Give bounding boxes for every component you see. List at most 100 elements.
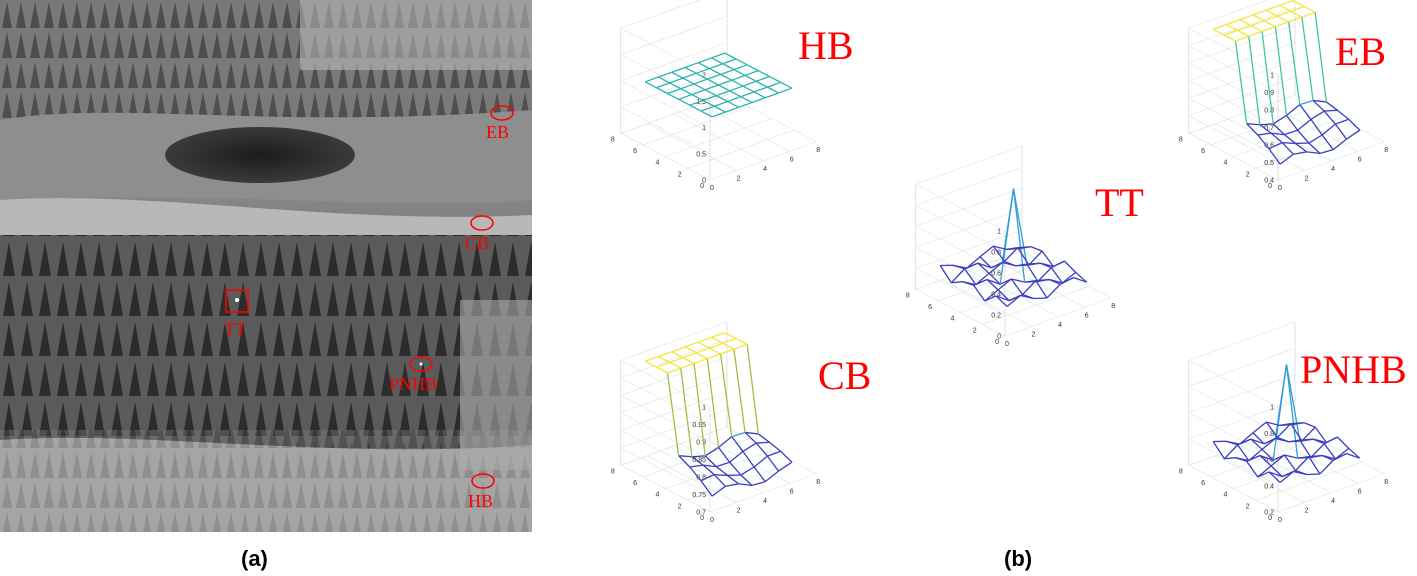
mesh-edge bbox=[1281, 469, 1296, 478]
mesh-edge bbox=[693, 363, 706, 456]
mesh-edge bbox=[1337, 436, 1350, 449]
pnhb-plot-label: PNHB bbox=[1300, 347, 1407, 392]
mesh-edge bbox=[1028, 262, 1041, 266]
mesh-edge bbox=[1279, 153, 1294, 165]
hb-plot-label: HB bbox=[798, 23, 854, 68]
pnhb-label: PNHB bbox=[389, 374, 437, 394]
z-tick: 0.4 bbox=[1264, 178, 1274, 185]
mesh-edge bbox=[1287, 21, 1301, 105]
mesh-edge bbox=[727, 100, 739, 108]
mesh-edge bbox=[979, 256, 992, 269]
mesh-edge bbox=[682, 357, 695, 365]
mesh-edge bbox=[1319, 149, 1334, 155]
mesh-edge bbox=[671, 346, 686, 353]
eb-axes: 0.40.50.60.70.80.910246802468 bbox=[1179, 0, 1388, 192]
mesh-edge bbox=[656, 366, 668, 374]
mesh-edge bbox=[1279, 423, 1293, 427]
y-tick: 8 bbox=[1179, 136, 1183, 143]
x-tick: 8 bbox=[816, 479, 820, 486]
x-tick: 0 bbox=[1278, 185, 1282, 192]
mesh-edge bbox=[767, 81, 781, 88]
mesh-edge bbox=[1277, 423, 1292, 438]
cb-label: CB bbox=[465, 233, 489, 253]
mesh-edge bbox=[1064, 260, 1077, 273]
surface-mesh bbox=[939, 188, 1088, 307]
mesh-edge bbox=[689, 466, 702, 482]
mesh-edge bbox=[1284, 129, 1298, 136]
y-tick: 0 bbox=[1268, 515, 1272, 522]
mesh-edge bbox=[1312, 438, 1327, 444]
z-tick: 0.8 bbox=[696, 475, 706, 482]
mesh-edge bbox=[1248, 36, 1261, 125]
mesh-edge bbox=[1335, 118, 1349, 125]
mesh-edge bbox=[1297, 118, 1312, 131]
x-tick: 0 bbox=[710, 185, 714, 192]
surface-mesh bbox=[644, 332, 793, 497]
mesh-edge bbox=[1272, 114, 1287, 125]
mesh-edge bbox=[1246, 123, 1260, 126]
mesh-edge bbox=[722, 337, 737, 344]
mesh-edge bbox=[995, 295, 1010, 302]
mesh-edge bbox=[753, 466, 766, 483]
mesh-edge bbox=[780, 450, 793, 463]
y-tick: 6 bbox=[633, 148, 637, 155]
mesh-edge bbox=[1337, 109, 1350, 120]
mesh-edge bbox=[1308, 142, 1321, 154]
mesh-edge bbox=[988, 262, 1003, 274]
mesh-edge bbox=[769, 75, 781, 83]
mesh-edge bbox=[1022, 280, 1037, 295]
mesh-edge bbox=[720, 73, 733, 81]
mesh-edge bbox=[1226, 19, 1240, 26]
mesh-edge bbox=[950, 268, 966, 284]
mesh-edge bbox=[1053, 260, 1065, 268]
cb-marker bbox=[470, 215, 494, 231]
mesh-edge bbox=[1226, 23, 1238, 31]
mesh-edge bbox=[666, 372, 680, 456]
mesh-edge bbox=[1303, 5, 1316, 13]
mesh-edge bbox=[735, 337, 748, 345]
mesh-edge bbox=[682, 77, 695, 85]
mesh-edge bbox=[669, 77, 684, 84]
mesh-edge bbox=[658, 355, 670, 363]
mesh-edge bbox=[1272, 454, 1285, 461]
mesh-edge bbox=[979, 245, 994, 258]
axes-box bbox=[620, 0, 817, 181]
mesh-edge bbox=[678, 98, 691, 106]
mesh-edge bbox=[769, 441, 782, 452]
y-tick: 6 bbox=[1201, 148, 1205, 155]
mesh-edge bbox=[716, 90, 730, 97]
z-tick: 0.2 bbox=[1264, 510, 1274, 517]
mesh-edge bbox=[711, 336, 724, 344]
mesh-edge bbox=[1295, 456, 1310, 471]
x-tick: 4 bbox=[763, 166, 767, 173]
mesh-edge bbox=[1050, 267, 1063, 284]
mesh-edge bbox=[689, 104, 702, 112]
tt-surface-plot: 0 0.2 0.4 0.6 0.8 1 0 2 4 6 8 0 2 4 6 8 bbox=[865, 145, 1155, 356]
mesh-edge bbox=[1323, 110, 1336, 125]
cb-surface-plot: 0.7 0.75 0.8 0.85 0.9 0.95 1 0 2 4 6 8 0 2 4 6 8 bbox=[570, 321, 860, 532]
mesh-edge bbox=[1010, 278, 1024, 295]
mesh-edge bbox=[1248, 448, 1263, 462]
x-tick: 4 bbox=[1058, 322, 1062, 329]
mesh-edge bbox=[731, 431, 746, 438]
mesh-edge bbox=[669, 361, 682, 369]
mesh-edge bbox=[1310, 119, 1323, 136]
mesh-edge bbox=[693, 83, 706, 91]
mesh-edge bbox=[753, 86, 768, 93]
mesh-edge bbox=[767, 86, 779, 94]
infrared-image: EB CB TT PNHB HB bbox=[0, 0, 532, 532]
mesh-edge bbox=[1312, 99, 1325, 112]
mesh-edge bbox=[977, 262, 992, 269]
z-tick: 0.4 bbox=[991, 292, 1001, 299]
mesh-edge bbox=[758, 70, 770, 78]
mesh-edge bbox=[1324, 109, 1338, 112]
y-tick: 2 bbox=[1246, 171, 1250, 178]
mesh-edge bbox=[1046, 283, 1061, 299]
mesh-edge bbox=[1022, 293, 1034, 300]
mesh-edge bbox=[975, 272, 990, 286]
mesh-edge bbox=[966, 256, 981, 269]
mesh-edge bbox=[755, 80, 768, 88]
eb-surface-plot: 0.40.50.60.70.80.910246802468 bbox=[1138, 0, 1417, 200]
z-tick: 0.95 bbox=[692, 422, 706, 429]
mesh-edge bbox=[684, 341, 699, 348]
